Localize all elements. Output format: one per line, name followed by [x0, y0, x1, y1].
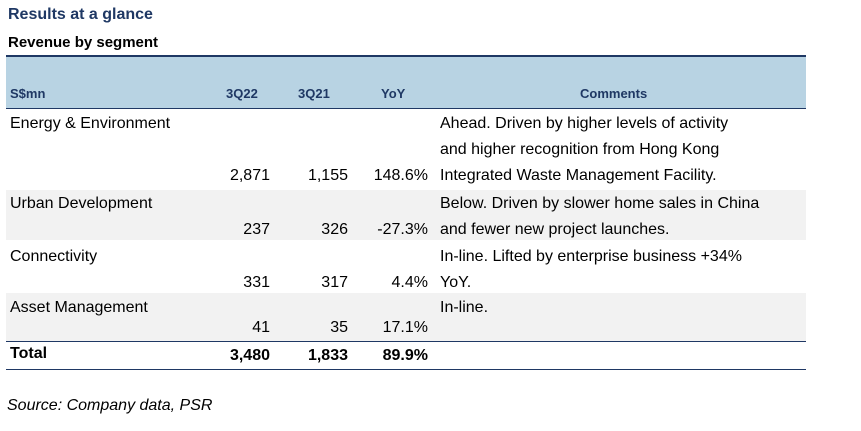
row-comment-line: In-line. Lifted by enterprise business +…	[440, 248, 742, 265]
row-3q22: 41	[252, 319, 270, 336]
row-comment-line: and fewer new project launches.	[440, 221, 670, 238]
total-bottom-rule	[6, 369, 806, 370]
row-segment: Energy & Environment	[10, 115, 171, 132]
row-3q21: 317	[321, 274, 348, 291]
col-header-3q22: 3Q22	[226, 86, 258, 101]
row-segment: Urban Development	[10, 195, 153, 212]
row-comment-line: and higher recognition from Hong Kong	[440, 141, 720, 158]
row-3q21: 1,155	[307, 167, 348, 184]
total-3q21: 1,833	[307, 347, 348, 364]
row-comment-line: In-line.	[440, 299, 489, 316]
row-comment-line: YoY.	[440, 274, 472, 291]
col-header-3q21: 3Q21	[298, 86, 330, 101]
table-row: Asset Management 41 35 17.1% In-line.	[6, 293, 806, 341]
row-comment-line: Ahead. Driven by higher levels of activi…	[440, 115, 729, 132]
table-row: Energy & Environment 2,871 1,155 148.6% …	[6, 111, 806, 188]
header-top-rule	[6, 55, 806, 57]
row-3q22: 237	[243, 221, 270, 238]
row-yoy: 17.1%	[382, 319, 428, 336]
source-note: Source: Company data, PSR	[7, 397, 213, 414]
table-subtitle: Revenue by segment	[8, 34, 159, 51]
total-label: Total	[10, 345, 48, 362]
col-header-comments: Comments	[580, 86, 648, 101]
row-comment-line: Integrated Waste Management Facility.	[440, 167, 717, 184]
page-title: Results at a glance	[8, 6, 153, 23]
total-row: Total 3,480 1,833 89.9%	[6, 340, 806, 370]
row-3q21: 35	[330, 319, 348, 336]
total-yoy: 89.9%	[382, 347, 428, 364]
table-row: Connectivity 331 317 4.4% In-line. Lifte…	[6, 242, 806, 292]
row-segment: Asset Management	[10, 299, 148, 316]
row-yoy: -27.3%	[377, 221, 428, 238]
row-yoy: 148.6%	[373, 167, 428, 184]
row-3q22: 331	[243, 274, 270, 291]
total-top-rule	[6, 341, 806, 342]
col-header-yoy: YoY	[381, 86, 406, 101]
table-row: Urban Development 237 326 -27.3% Below. …	[6, 190, 806, 240]
table-header	[6, 57, 806, 109]
total-3q22: 3,480	[229, 347, 270, 364]
row-comment-line: Below. Driven by slower home sales in Ch…	[440, 195, 760, 212]
row-yoy: 4.4%	[391, 274, 428, 291]
col-header-segment: S$mn	[10, 86, 46, 101]
row-3q21: 326	[321, 221, 348, 238]
header-bottom-rule	[6, 108, 806, 109]
row-segment: Connectivity	[10, 248, 98, 265]
row-3q22: 2,871	[229, 167, 270, 184]
